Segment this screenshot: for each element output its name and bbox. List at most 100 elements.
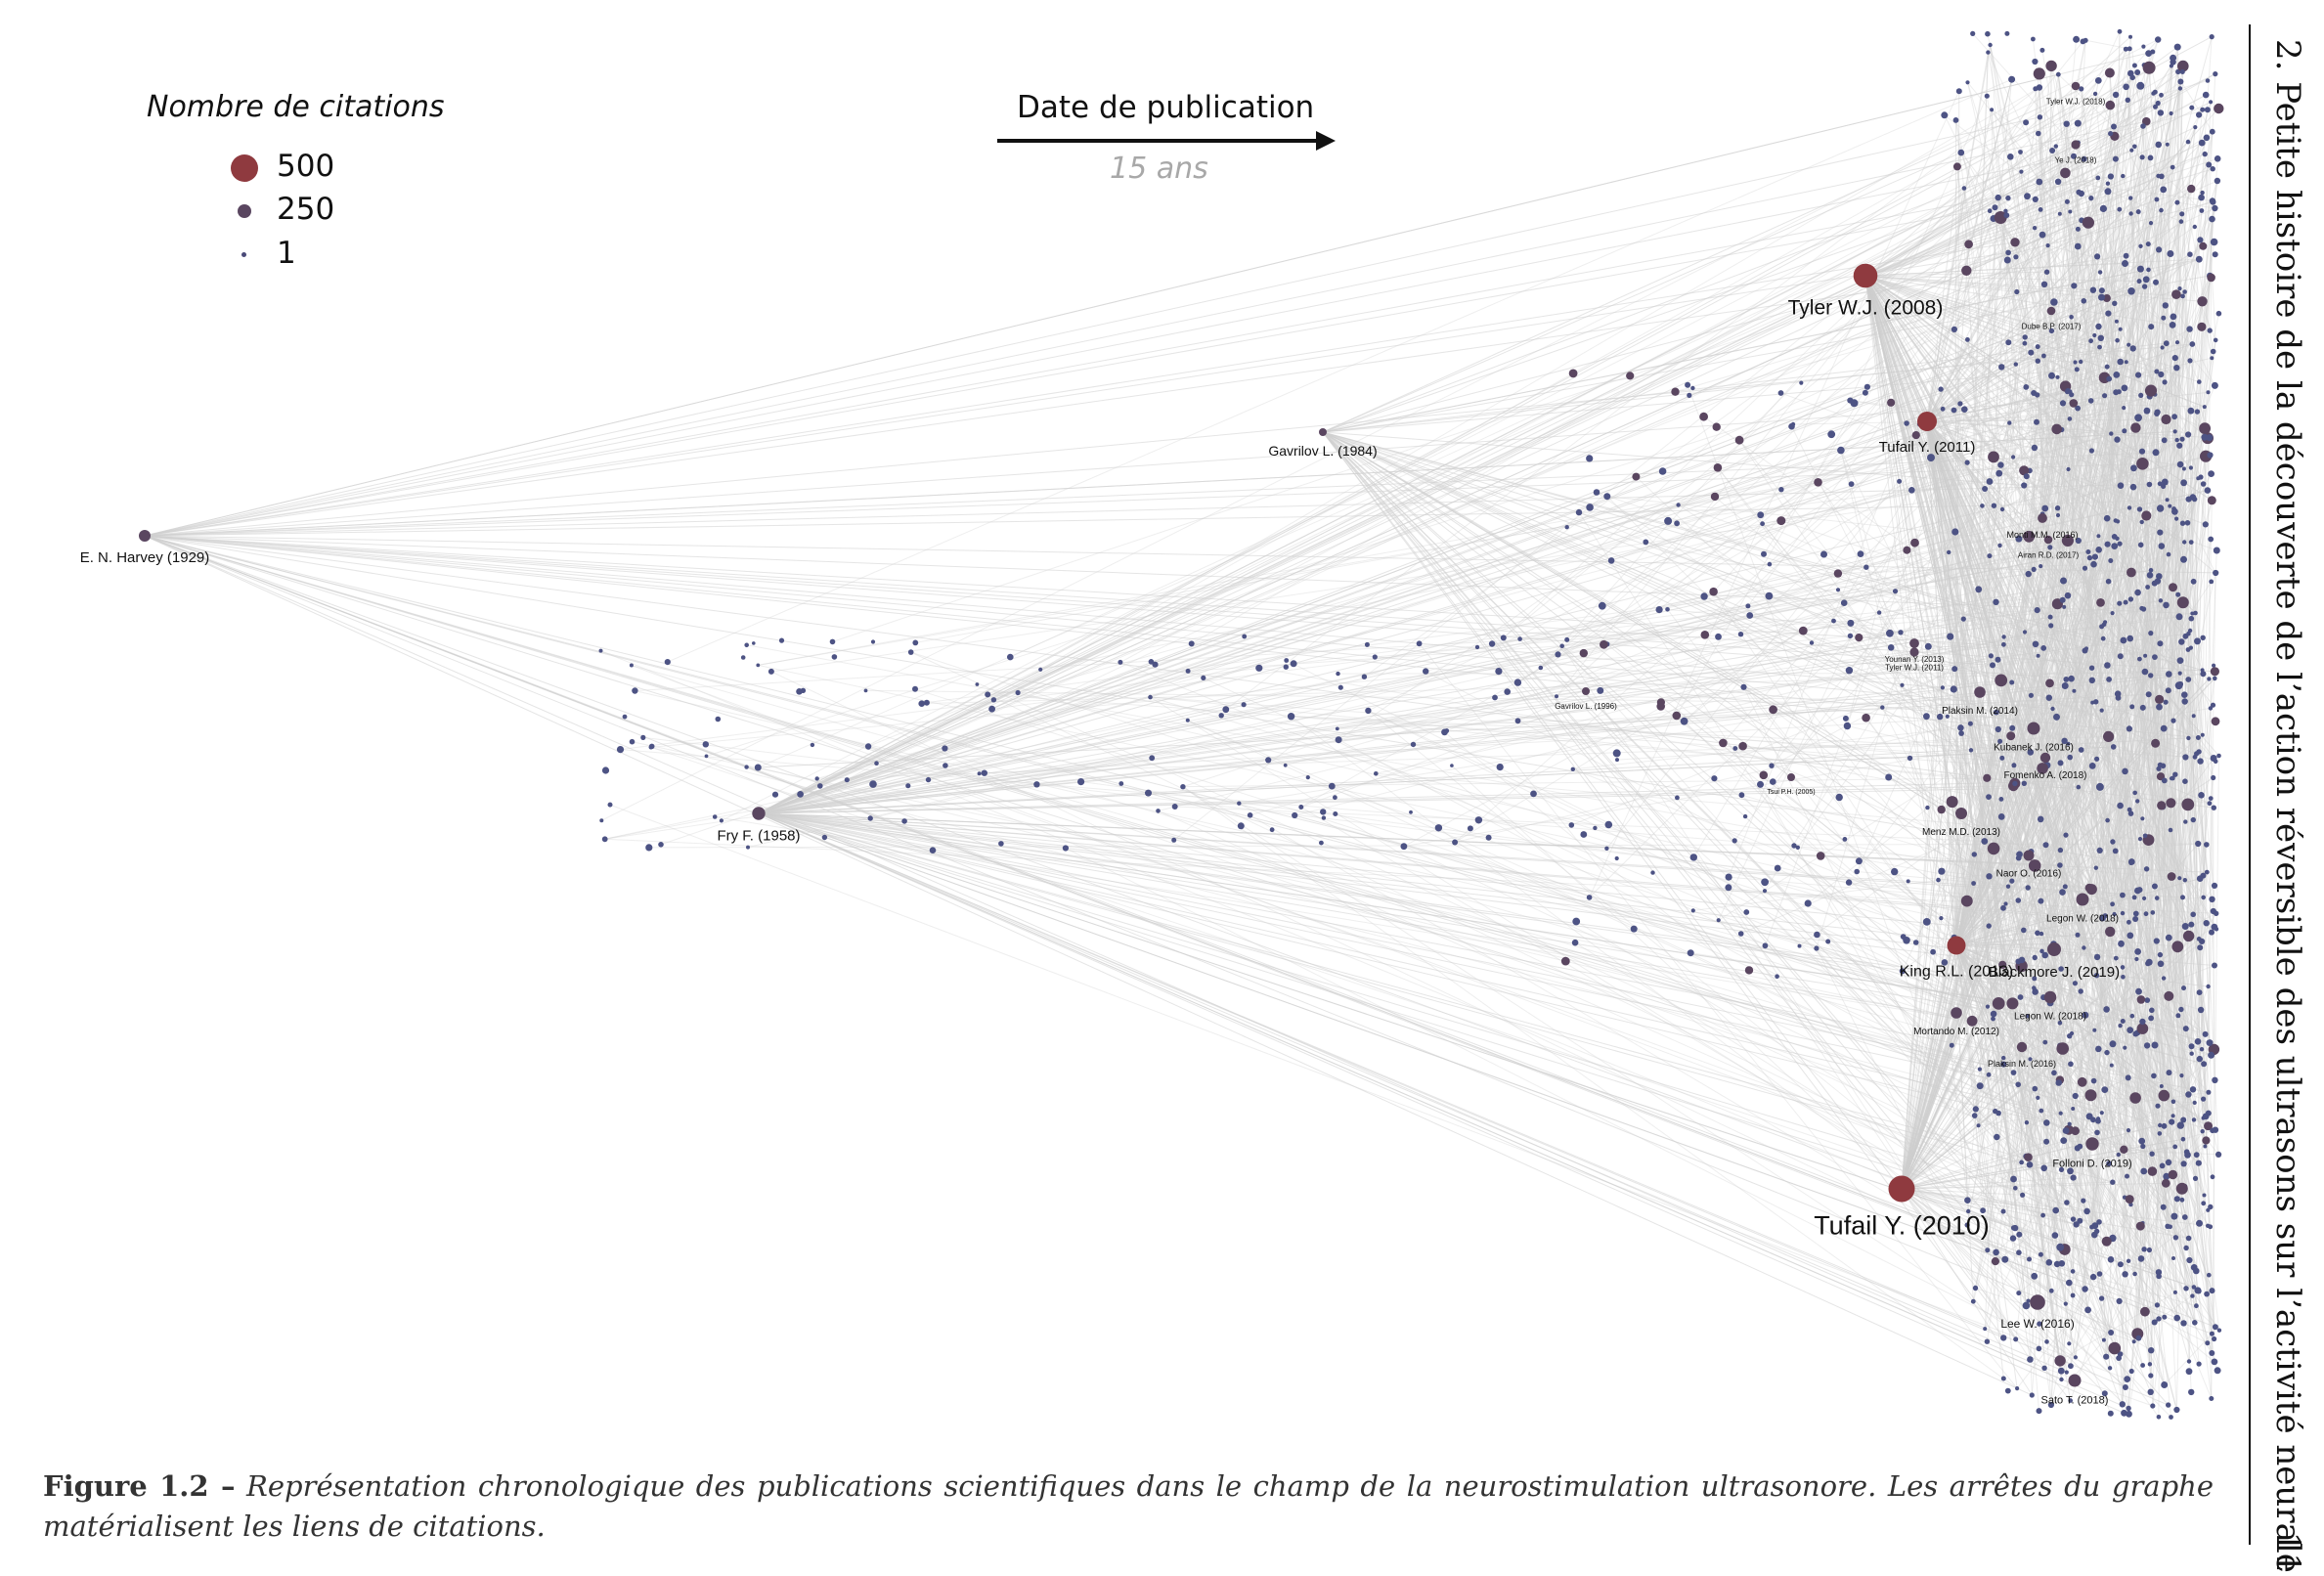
citation-edge xyxy=(1606,643,2173,1116)
citation-edge xyxy=(1997,659,2213,933)
citation-edge xyxy=(2008,422,2089,1310)
citation-edge xyxy=(1818,245,2204,483)
publication-node xyxy=(1899,968,1906,975)
publication-node xyxy=(658,842,664,848)
publication-node xyxy=(2156,246,2163,253)
citation-edge xyxy=(1955,268,2141,946)
citation-edge xyxy=(2025,702,2093,1157)
publication-node xyxy=(2158,543,2166,549)
citation-edge xyxy=(2133,1124,2161,1342)
citation-edge xyxy=(1322,431,2110,680)
citation-edge xyxy=(1901,1188,2067,1305)
citation-edge xyxy=(2008,422,2160,708)
publication-node xyxy=(2184,520,2191,526)
citation-edge xyxy=(2017,88,2181,962)
citation-edge xyxy=(2071,394,2082,991)
citation-edge xyxy=(1926,420,2110,737)
publication-node xyxy=(2208,470,2215,477)
citation-edge xyxy=(1864,275,2141,396)
citation-edge xyxy=(1901,964,2003,1190)
citation-edge xyxy=(1901,470,2031,1190)
citation-edge xyxy=(2069,391,2083,1082)
citation-edge xyxy=(2031,633,2152,853)
citation-edge xyxy=(1864,275,2064,893)
publication-node xyxy=(1922,918,1931,926)
citation-edge xyxy=(1974,213,2183,1116)
citation-edge xyxy=(2176,201,2215,209)
citation-edge xyxy=(2193,708,2212,1120)
citation-edge xyxy=(2026,272,2048,1123)
publication-node xyxy=(2117,482,2125,490)
publication-node xyxy=(2112,911,2117,917)
publication-node xyxy=(864,743,872,750)
publication-node xyxy=(2093,973,2100,979)
citation-edge xyxy=(2084,568,2110,680)
citation-edge xyxy=(1974,1002,2051,1116)
publication-node xyxy=(1062,845,1069,852)
publication-node xyxy=(1514,718,1521,724)
publication-node xyxy=(2140,123,2146,129)
citation-edge xyxy=(1926,420,2189,1095)
citation-edge xyxy=(2093,1080,2107,1357)
citation-edge xyxy=(2183,777,2214,988)
citation-edge xyxy=(2002,638,2104,1059)
publication-node xyxy=(2165,687,2171,694)
publication-node xyxy=(2051,1232,2059,1239)
publication-node xyxy=(2215,310,2222,317)
publication-node xyxy=(2027,749,2035,756)
citation-edge xyxy=(758,812,2125,1414)
citation-edge xyxy=(2057,74,2132,573)
publication-node-labeled xyxy=(139,530,151,542)
citation-edge xyxy=(1864,275,2170,997)
citation-edge xyxy=(1840,450,1998,1001)
citation-edge xyxy=(979,706,2160,774)
citation-edge xyxy=(1864,155,2075,277)
citation-edge xyxy=(1951,802,1957,946)
citation-edge xyxy=(2177,1015,2205,1204)
citation-edge xyxy=(2127,612,2196,1409)
citation-edge xyxy=(1966,461,2042,951)
citation-edge xyxy=(1864,275,2164,1166)
publication-node xyxy=(2054,505,2061,511)
publication-node xyxy=(2139,704,2146,711)
publication-node xyxy=(2178,219,2184,224)
publication-node xyxy=(2117,28,2123,34)
publication-node xyxy=(2057,760,2064,766)
publication-node xyxy=(2185,677,2192,682)
publication-node xyxy=(2146,572,2154,579)
citation-edge xyxy=(2011,515,2146,882)
publication-node xyxy=(1995,194,2001,201)
citation-edge xyxy=(1455,673,2180,843)
citation-edge xyxy=(2018,538,2112,739)
publication-node xyxy=(2097,270,2103,275)
publication-node xyxy=(2134,948,2142,955)
citation-edge xyxy=(1878,612,2183,1189)
citation-edge xyxy=(1926,420,2195,1288)
citation-edge xyxy=(1926,420,2101,603)
citation-edge xyxy=(1975,505,2171,1289)
citation-edge xyxy=(1039,87,2040,671)
publication-node xyxy=(2188,1388,2195,1396)
citation-edge xyxy=(2094,440,2166,557)
publication-node xyxy=(1615,758,1619,763)
citation-edge xyxy=(1864,275,2166,1385)
publication-node xyxy=(2053,713,2060,721)
citation-edge xyxy=(1864,275,2122,1355)
publication-node xyxy=(2116,1297,2123,1304)
publication-node xyxy=(2196,875,2204,882)
citation-edge xyxy=(2077,408,2217,914)
citation-edge xyxy=(2150,223,2174,318)
citation-edge xyxy=(1996,581,2195,1001)
publication-node xyxy=(1831,618,1836,624)
citation-edge xyxy=(144,535,2139,1339)
citation-edge xyxy=(2108,81,2181,679)
citation-edge xyxy=(1998,177,2099,474)
publication-node xyxy=(2139,605,2145,611)
citation-edge xyxy=(2204,219,2214,438)
publication-node xyxy=(2202,1030,2209,1037)
publication-node xyxy=(2077,1217,2083,1224)
citation-edge xyxy=(2022,1195,2070,1344)
publication-node xyxy=(2074,242,2082,250)
citation-edge xyxy=(2074,497,2194,984)
citation-edge xyxy=(758,396,2150,814)
